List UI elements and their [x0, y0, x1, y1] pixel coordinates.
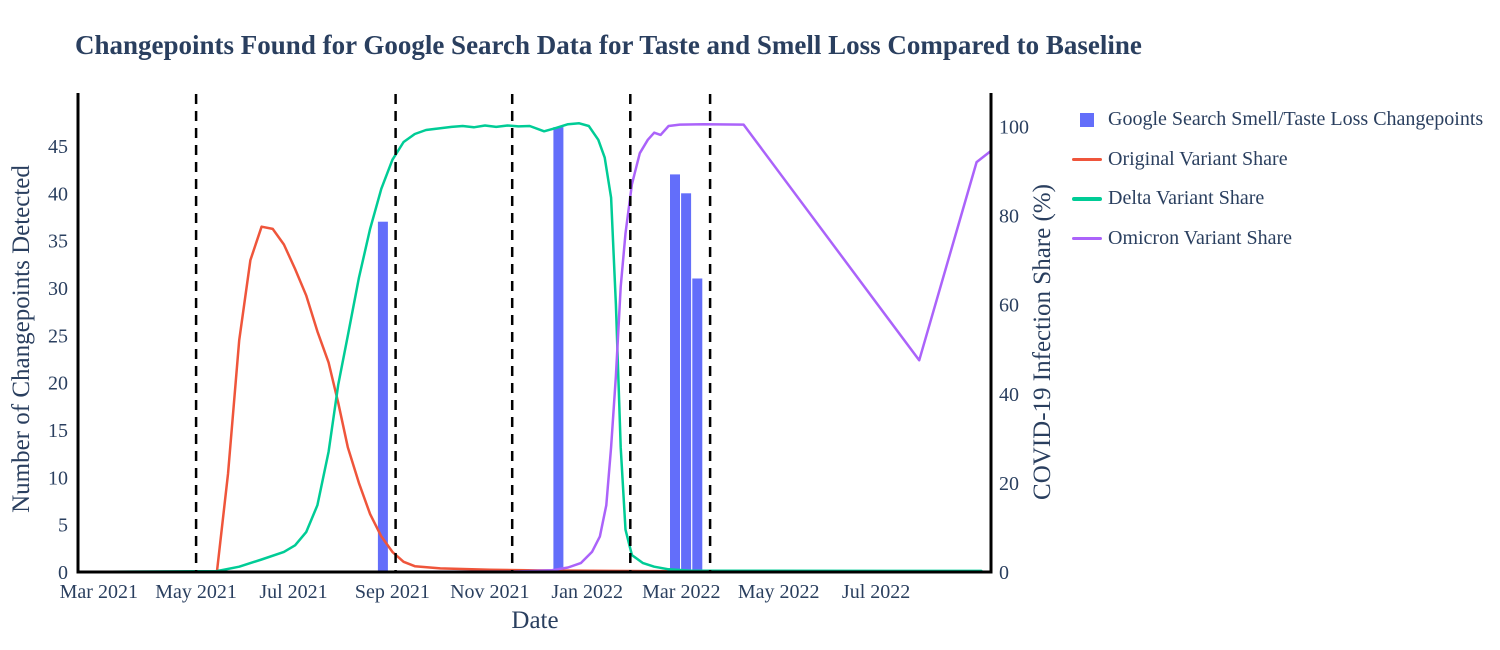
legend-label: Delta Variant Share: [1108, 187, 1265, 210]
y-right-tick-label: 40: [999, 384, 1019, 406]
x-tick-label: May 2021: [155, 581, 237, 603]
x-tick-label: Jan 2022: [551, 581, 623, 603]
x-tick-label: Nov 2021: [450, 581, 529, 603]
changepoint-bar: [681, 193, 692, 573]
x-tick-label: Mar 2021: [60, 581, 138, 603]
y-left-tick-label: 10: [48, 467, 68, 489]
omicron-line-swatch-icon: [1072, 236, 1102, 240]
y-left-tick-label: 25: [48, 325, 68, 347]
y-left-axis-title: Number of Changepoints Detected: [8, 165, 35, 513]
axes-frame: [76, 93, 993, 574]
x-tick-label: Mar 2022: [642, 581, 720, 603]
y-right-axis-title: COVID-19 Infection Share (%): [1029, 184, 1056, 500]
y-right-tick-label: 100: [999, 116, 1029, 138]
legend-item-changepoints[interactable]: Google Search Smell/Taste Loss Changepoi…: [1072, 100, 1483, 140]
changepoint-bar: [553, 127, 564, 572]
x-tick-label: Jul 2022: [842, 581, 910, 603]
legend-label: Omicron Variant Share: [1108, 226, 1293, 249]
legend-item-original-variant[interactable]: Original Variant Share: [1072, 140, 1483, 180]
delta-variant-share-line: [76, 122, 983, 574]
changepoint-bar: [670, 174, 680, 572]
original-line-swatch-icon: [1072, 157, 1102, 161]
y-right-tick-label: 0: [999, 562, 1009, 584]
chart-title: Changepoints Found for Google Search Dat…: [75, 30, 1142, 60]
y-left-tick-label: 45: [48, 136, 68, 158]
delta-line-swatch-icon: [1072, 197, 1102, 201]
y-right-tick-label: 60: [999, 295, 1019, 317]
legend: Google Search Smell/Taste Loss Changepoi…: [1072, 100, 1483, 258]
bar-series-swatch-icon: [1072, 112, 1102, 127]
legend-item-omicron-variant[interactable]: Omicron Variant Share: [1072, 219, 1483, 259]
x-tick-label: May 2022: [738, 581, 820, 603]
legend-label: Original Variant Share: [1108, 147, 1288, 170]
y-left-tick-label: 5: [58, 515, 68, 537]
y-right-tick-label: 20: [999, 473, 1019, 495]
y-left-tick-label: 15: [48, 420, 68, 442]
y-left-tick-label: 20: [48, 373, 68, 395]
x-tick-label: Sep 2021: [355, 581, 430, 603]
y-left-tick-label: 0: [58, 562, 68, 584]
y-right-tick-label: 80: [999, 206, 1019, 228]
changepoint-bar: [692, 278, 703, 572]
y-left-tick-label: 40: [48, 183, 68, 205]
legend-item-delta-variant[interactable]: Delta Variant Share: [1072, 179, 1483, 219]
omicron-variant-share-line: [76, 122, 993, 574]
original-variant-share-line: [76, 225, 983, 574]
legend-label: Google Search Smell/Taste Loss Changepoi…: [1108, 108, 1484, 131]
y-left-tick-label: 35: [48, 231, 68, 253]
changepoint-bar: [377, 221, 388, 572]
x-tick-label: Jul 2021: [259, 581, 327, 603]
y-left-tick-label: 30: [48, 278, 68, 300]
x-axis-title: Date: [511, 607, 559, 634]
